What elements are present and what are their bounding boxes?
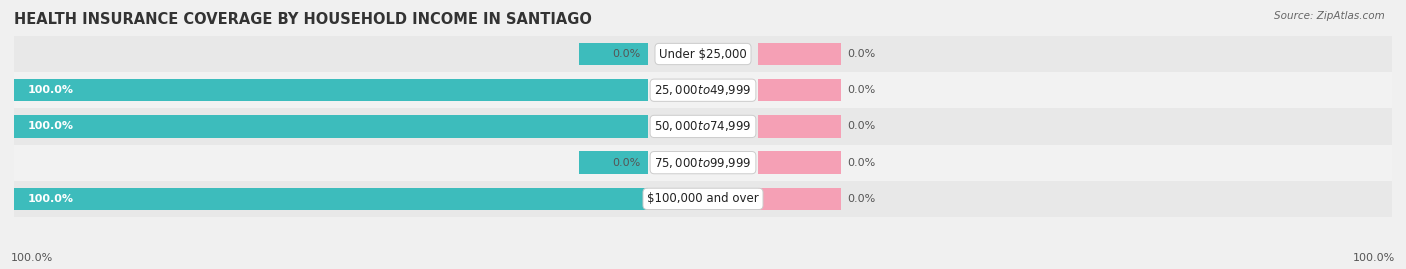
Bar bbox=[14, 188, 648, 210]
Bar bbox=[579, 151, 648, 174]
Text: Under $25,000: Under $25,000 bbox=[659, 48, 747, 61]
Bar bbox=[758, 43, 841, 65]
Bar bbox=[14, 72, 1392, 108]
Bar bbox=[579, 43, 648, 65]
Bar bbox=[14, 108, 1392, 144]
Text: $25,000 to $49,999: $25,000 to $49,999 bbox=[654, 83, 752, 97]
Bar bbox=[758, 151, 841, 174]
Bar bbox=[14, 36, 1392, 72]
Bar bbox=[14, 79, 648, 101]
Text: 0.0%: 0.0% bbox=[848, 158, 876, 168]
Bar bbox=[758, 79, 841, 101]
Text: 0.0%: 0.0% bbox=[613, 49, 641, 59]
Text: 0.0%: 0.0% bbox=[848, 85, 876, 95]
Text: 100.0%: 100.0% bbox=[28, 85, 75, 95]
Bar bbox=[14, 144, 1392, 181]
Text: 0.0%: 0.0% bbox=[848, 49, 876, 59]
Text: 0.0%: 0.0% bbox=[848, 194, 876, 204]
Bar bbox=[14, 181, 1392, 217]
Bar bbox=[758, 188, 841, 210]
Text: $50,000 to $74,999: $50,000 to $74,999 bbox=[654, 119, 752, 133]
Text: 0.0%: 0.0% bbox=[613, 158, 641, 168]
Bar bbox=[14, 115, 648, 138]
Text: Source: ZipAtlas.com: Source: ZipAtlas.com bbox=[1274, 11, 1385, 21]
Bar bbox=[758, 115, 841, 138]
Text: 100.0%: 100.0% bbox=[28, 121, 75, 132]
Text: 100.0%: 100.0% bbox=[28, 194, 75, 204]
Text: HEALTH INSURANCE COVERAGE BY HOUSEHOLD INCOME IN SANTIAGO: HEALTH INSURANCE COVERAGE BY HOUSEHOLD I… bbox=[14, 12, 592, 27]
Text: 0.0%: 0.0% bbox=[848, 121, 876, 132]
Text: $75,000 to $99,999: $75,000 to $99,999 bbox=[654, 156, 752, 170]
Text: $100,000 and over: $100,000 and over bbox=[647, 192, 759, 205]
Text: 100.0%: 100.0% bbox=[11, 253, 53, 263]
Text: 100.0%: 100.0% bbox=[1353, 253, 1395, 263]
